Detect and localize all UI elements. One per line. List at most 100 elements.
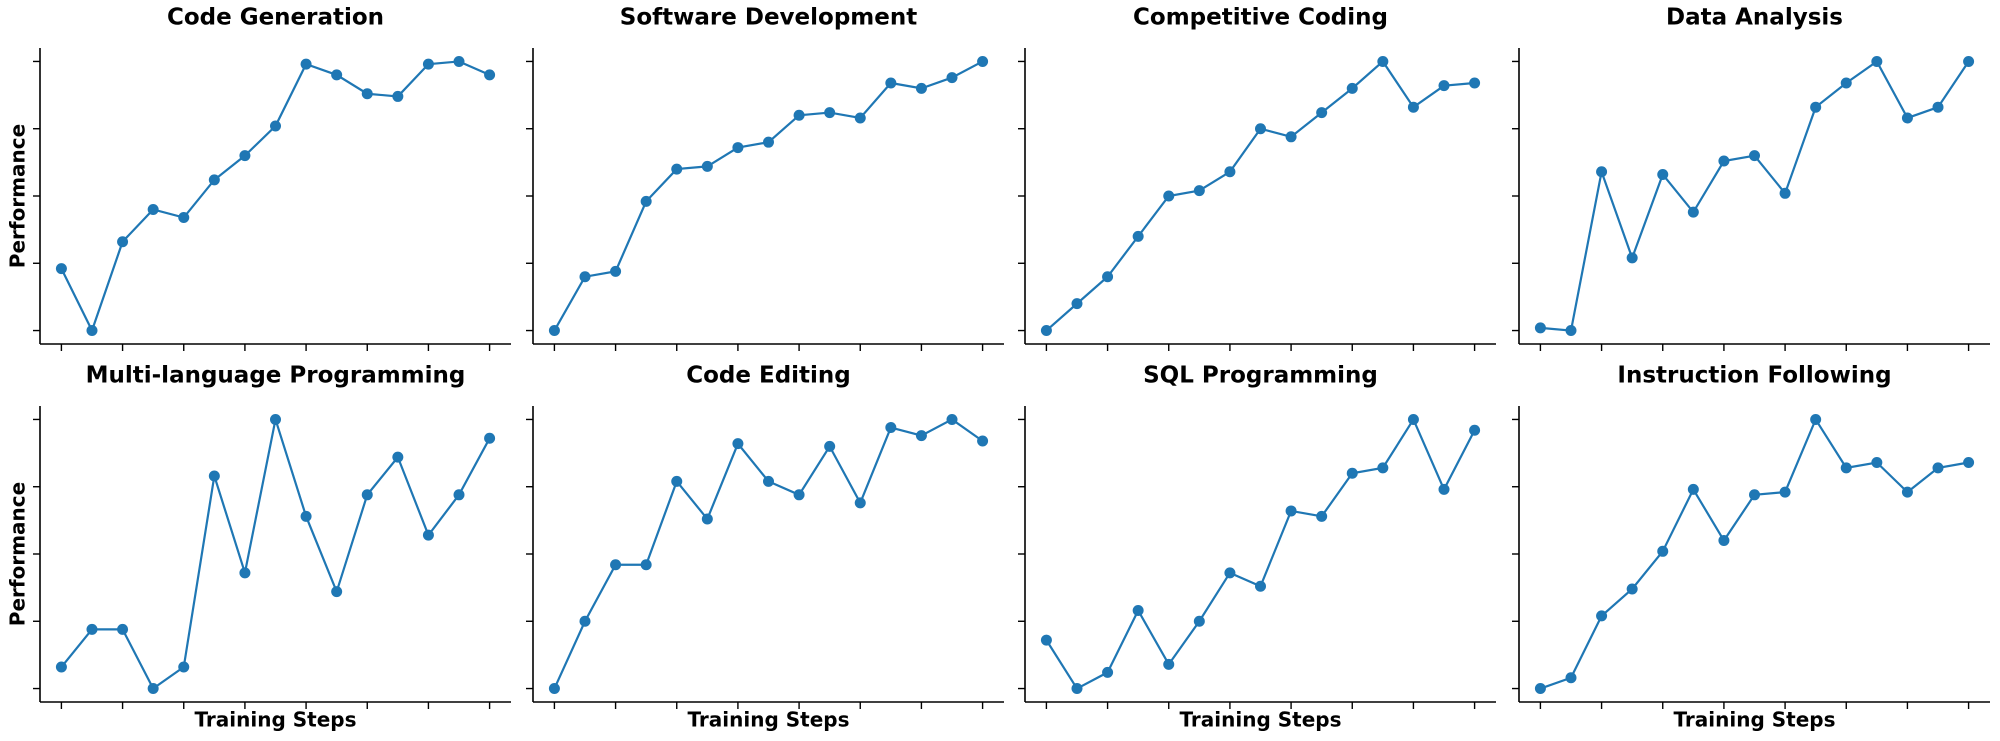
data-point (548, 683, 560, 695)
data-point (915, 430, 927, 442)
data-point (300, 58, 312, 70)
data-point (361, 88, 373, 100)
data-point (1224, 166, 1236, 178)
y-axis-label: Performance (6, 482, 30, 626)
data-point (1163, 658, 1175, 670)
data-point (1407, 413, 1419, 425)
data-point (1346, 82, 1358, 94)
data-point (1193, 185, 1205, 197)
data-point (1596, 166, 1608, 178)
data-point (178, 212, 190, 224)
data-point (1871, 457, 1883, 469)
series-line (553, 60, 984, 332)
data-point (946, 413, 958, 425)
data-point (640, 559, 652, 571)
data-point (1040, 634, 1052, 646)
data-point (1657, 168, 1669, 180)
series-line (60, 60, 491, 334)
series-line (1045, 59, 1475, 332)
data-point (1626, 583, 1638, 595)
data-point (1255, 580, 1266, 592)
data-point (178, 661, 190, 673)
data-point (1657, 545, 1669, 557)
subplot-title: Software Development (620, 5, 917, 31)
data-point (1749, 489, 1760, 501)
data-point (484, 69, 496, 81)
subplot: Software Development (526, 5, 1004, 351)
data-point (1596, 610, 1608, 622)
data-point (1534, 322, 1546, 334)
data-point (453, 55, 465, 67)
subplot-title: Data Analysis (1666, 5, 1843, 31)
data-point (640, 195, 652, 207)
data-point (270, 120, 281, 132)
subplot-title: Code Editing (686, 363, 851, 389)
subplot-title: SQL Programming (1143, 363, 1378, 389)
series-line (553, 418, 984, 690)
data-point (1749, 150, 1760, 162)
series-line (1540, 417, 1969, 690)
data-point (422, 529, 434, 541)
data-point (86, 623, 98, 635)
data-point (1840, 462, 1852, 474)
data-point (1346, 467, 1358, 479)
data-point (1469, 424, 1481, 436)
data-point (1871, 55, 1883, 67)
data-point (331, 586, 343, 598)
data-point (300, 510, 312, 522)
data-point (1255, 123, 1266, 135)
data-point (885, 422, 897, 434)
data-point (1163, 190, 1175, 202)
data-point (239, 150, 251, 162)
data-point (239, 567, 251, 579)
data-point (732, 142, 744, 154)
data-point (793, 109, 805, 121)
data-point (1102, 271, 1114, 283)
data-point (1102, 666, 1114, 678)
data-point (763, 136, 774, 148)
data-point (422, 58, 434, 70)
data-point (1718, 155, 1730, 167)
data-point (117, 236, 129, 248)
x-axis-label: Training Steps (687, 708, 849, 732)
x-axis-label: Training Steps (1673, 708, 1835, 732)
data-point (117, 623, 129, 635)
data-point (946, 72, 958, 84)
data-point (701, 160, 713, 172)
data-point (854, 497, 866, 509)
data-point (1932, 462, 1944, 474)
data-point (55, 661, 67, 673)
data-point (1438, 80, 1450, 92)
data-point (1840, 77, 1852, 89)
data-point (1469, 77, 1481, 89)
data-point (824, 440, 836, 452)
data-point (1071, 298, 1083, 310)
data-point (854, 112, 866, 124)
data-point (1377, 55, 1389, 67)
series-line (60, 419, 491, 691)
data-point (1316, 510, 1328, 522)
data-point (671, 163, 683, 175)
data-point (392, 451, 404, 463)
subplot: Instruction Following Training Steps (1512, 363, 1990, 732)
data-point (1565, 325, 1577, 337)
subplot-title: Code Generation (167, 5, 384, 31)
subplot: Data Analysis (1512, 5, 1990, 351)
data-point (701, 513, 713, 525)
data-point (610, 559, 622, 571)
series-line (1540, 59, 1970, 332)
data-point (270, 413, 281, 425)
series-line (1045, 417, 1476, 690)
data-point (1534, 683, 1546, 695)
data-point (610, 265, 622, 277)
data-point (1626, 252, 1638, 264)
data-point (732, 438, 744, 450)
subplot: Code Editing Training Steps (526, 363, 1004, 732)
data-point (1810, 413, 1822, 425)
data-point (1132, 230, 1144, 242)
data-point (147, 203, 159, 215)
data-point (208, 470, 220, 482)
data-point (1963, 55, 1975, 67)
data-point (208, 174, 220, 186)
